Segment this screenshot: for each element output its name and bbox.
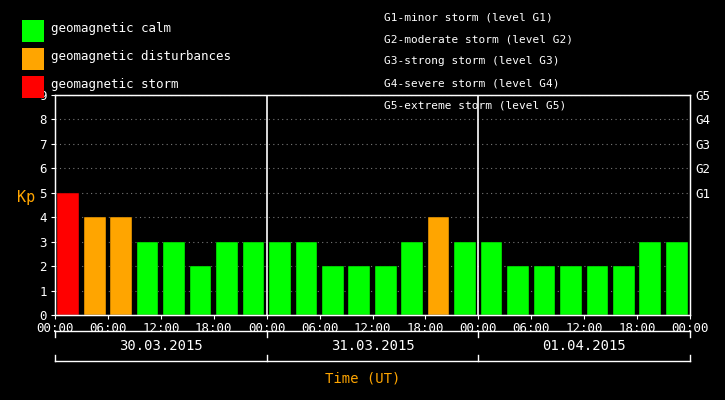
Bar (216, 242, 238, 315)
Bar (613, 266, 634, 315)
Bar (269, 242, 291, 315)
Bar (190, 266, 212, 315)
Text: 30.03.2015: 30.03.2015 (119, 339, 203, 353)
Bar (455, 242, 476, 315)
Bar (481, 242, 502, 315)
Text: G5-extreme storm (level G5): G5-extreme storm (level G5) (384, 100, 566, 110)
Bar (84, 217, 106, 315)
Text: G1-minor storm (level G1): G1-minor storm (level G1) (384, 12, 553, 22)
Bar (163, 242, 185, 315)
Text: geomagnetic storm: geomagnetic storm (51, 78, 178, 91)
Bar (507, 266, 529, 315)
Bar (322, 266, 344, 315)
Text: G2-moderate storm (level G2): G2-moderate storm (level G2) (384, 34, 573, 44)
Bar (428, 217, 450, 315)
Bar (349, 266, 370, 315)
Bar (666, 242, 687, 315)
Bar (243, 242, 265, 315)
Text: 01.04.2015: 01.04.2015 (542, 339, 626, 353)
Bar (587, 266, 608, 315)
Bar (375, 266, 397, 315)
Text: geomagnetic calm: geomagnetic calm (51, 22, 171, 35)
Bar (137, 242, 159, 315)
Text: G4-severe storm (level G4): G4-severe storm (level G4) (384, 78, 560, 88)
Text: G3-strong storm (level G3): G3-strong storm (level G3) (384, 56, 560, 66)
Text: 31.03.2015: 31.03.2015 (331, 339, 415, 353)
Bar (57, 193, 79, 315)
Bar (402, 242, 423, 315)
Y-axis label: Kp: Kp (17, 190, 36, 205)
Bar (534, 266, 555, 315)
Bar (560, 266, 581, 315)
Text: geomagnetic disturbances: geomagnetic disturbances (51, 50, 231, 63)
Bar (639, 242, 661, 315)
Bar (110, 217, 132, 315)
Text: Time (UT): Time (UT) (325, 371, 400, 385)
Bar (296, 242, 318, 315)
